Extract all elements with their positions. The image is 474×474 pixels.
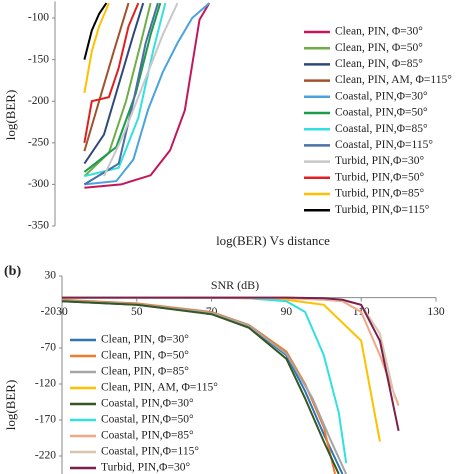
legend-label: Coastal, PIN,Φ=30°: [335, 90, 428, 102]
legend-label: Turbid, PIN,Φ=50°: [335, 171, 424, 183]
y-tick-label: -100: [28, 12, 49, 24]
y-tick-label: -200: [28, 95, 49, 107]
legend-label: Clean, PIN, Φ=85°: [101, 366, 189, 378]
series-line: [83, 2, 145, 165]
x-tick-label: 90: [281, 306, 293, 318]
legend-label: Clean, PIN, AM, Φ=115°: [335, 74, 452, 86]
y-tick-label: -300: [28, 178, 49, 190]
legend-label: Clean, PIN, AM, Φ=115°: [101, 382, 218, 394]
series-line: [103, 2, 179, 177]
y-axis-label: log(BER): [3, 90, 18, 141]
series-line: [62, 296, 400, 432]
legend-label: Coastal, PIN,Φ=115°: [335, 139, 433, 151]
series-line: [83, 2, 152, 177]
x-tick-label: 130: [427, 306, 445, 318]
y-tick-label: -350: [28, 220, 49, 232]
legend-label: Turbid, PIN,Φ=30°: [101, 462, 190, 474]
series-line: [83, 2, 140, 143]
legend-label: Turbid, PIN,Φ=30°: [335, 155, 424, 167]
legend-label: Clean, PIN, Φ=85°: [335, 58, 423, 70]
legend-label: Coastal, PIN,Φ=50°: [335, 107, 428, 119]
x-tick-label: 50: [131, 306, 143, 318]
series-line: [83, 2, 110, 94]
legend-label: Clean, PIN, Φ=30°: [335, 26, 423, 38]
legend-label: Coastal, PIN,Φ=30°: [101, 398, 194, 410]
series-line: [61, 300, 340, 474]
series-line: [84, 2, 210, 186]
series-line: [84, 2, 211, 189]
series-line: [83, 2, 130, 152]
series-line: [83, 2, 108, 60]
legend-label: Coastal, PIN,Φ=115°: [101, 446, 199, 458]
legend-label: Coastal, PIN,Φ=50°: [101, 414, 194, 426]
y-tick-label: -250: [28, 136, 49, 148]
legend-label: Coastal, PIN,Φ=85°: [335, 123, 428, 135]
y-tick-label: -150: [28, 53, 49, 65]
chart-title: log(BER) Vs distance: [216, 233, 330, 248]
legend-label: Coastal, PIN,Φ=85°: [101, 430, 194, 442]
legend-label: Clean, PIN, Φ=50°: [101, 350, 189, 362]
y-axis-label: log(BER): [3, 380, 18, 431]
legend-label: Turbid, PIN,Φ=115°: [335, 204, 430, 216]
y-tick-label: -70: [41, 342, 57, 354]
y-tick-label: -20: [41, 306, 57, 318]
y-tick-label: -170: [35, 414, 56, 426]
legend-label: Turbid, PIN,Φ=85°: [335, 188, 424, 200]
legend-label: Clean, PIN, Φ=30°: [101, 334, 189, 346]
y-tick-label: -120: [35, 378, 56, 390]
y-tick-label: -220: [35, 450, 56, 462]
panel-label: (b): [4, 264, 21, 279]
x-tick-label: 30: [56, 306, 68, 318]
y-tick-label: 30: [45, 270, 57, 282]
legend-label: Clean, PIN, Φ=50°: [335, 42, 423, 54]
x-axis-label: SNR (dB): [211, 278, 259, 292]
